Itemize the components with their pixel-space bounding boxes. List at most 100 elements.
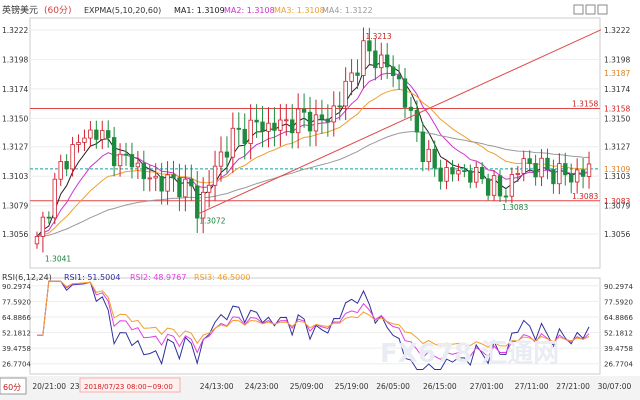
- candle: [135, 150, 141, 179]
- candle-body: [129, 154, 135, 168]
- candle: [195, 170, 200, 233]
- ma2-label: MA2: 1.3108: [224, 6, 275, 15]
- candle-body: [159, 175, 164, 192]
- candle: [301, 93, 307, 128]
- candle-body: [123, 153, 129, 156]
- candle: [290, 104, 295, 149]
- candle-body: [307, 111, 313, 132]
- rsi-tick-right: 77.5920: [604, 298, 633, 306]
- period-tab-label: 60分: [3, 383, 21, 392]
- ma3-label: MA3: 1.3108: [274, 6, 325, 15]
- price-tick-left: 1.3056: [2, 230, 28, 239]
- rsi2-label: RSI2: 48.9767: [130, 273, 186, 282]
- candle: [70, 136, 75, 177]
- rsi-tick-left: 64.8866: [2, 314, 31, 322]
- candle-body: [319, 114, 325, 120]
- highlight-label: 2018/07/23 08:00~09:00: [84, 383, 173, 391]
- candle: [100, 120, 105, 150]
- rsi-line-2: [37, 280, 590, 361]
- candle-body: [444, 167, 449, 182]
- candle: [40, 211, 46, 253]
- candle-body: [177, 177, 182, 198]
- candle-body: [426, 148, 431, 163]
- time-tick: 27/01:00: [470, 382, 504, 391]
- candle-body: [313, 114, 319, 132]
- time-tick: 25/19:00: [335, 382, 369, 391]
- candle-body: [551, 169, 556, 185]
- current-price-label: 1.3109: [604, 165, 630, 174]
- candle: [183, 164, 188, 212]
- ma4-label: MA4: 1.3122: [322, 6, 373, 15]
- candle: [94, 120, 99, 149]
- candle-body: [153, 175, 158, 179]
- candle-body: [266, 122, 271, 132]
- candle-body: [52, 178, 57, 219]
- candle-body: [295, 108, 301, 134]
- candle-body: [34, 236, 40, 245]
- time-tick: 27/21:00: [556, 382, 590, 391]
- candle: [117, 143, 123, 177]
- candle-body: [497, 175, 503, 197]
- candle: [527, 150, 532, 172]
- candle-body: [408, 106, 414, 111]
- candle: [462, 164, 467, 178]
- candle: [141, 150, 147, 192]
- restore-button[interactable]: [573, 4, 584, 15]
- rsi-tick-right: 26.7704: [604, 361, 633, 369]
- candle-body: [46, 216, 52, 219]
- candle: [444, 159, 449, 190]
- candle-body: [76, 142, 81, 145]
- price-tick-right: 1.3127: [604, 143, 630, 152]
- candle: [485, 173, 491, 201]
- candle-body: [586, 163, 592, 177]
- rsi3-label: RSI3: 46.5000: [194, 273, 250, 282]
- candle: [313, 99, 319, 147]
- candle: [159, 162, 164, 205]
- candle: [272, 107, 277, 147]
- level-line-label: 1.3083: [572, 192, 598, 201]
- candle-body: [224, 151, 230, 158]
- candle: [200, 177, 206, 234]
- candle-body: [503, 195, 509, 198]
- rsi-y-axis-left: 90.2974 77.5920 64.8866 52.1812 39.4758 26.77…: [2, 283, 31, 369]
- level-line-label: 1.3158: [572, 100, 598, 109]
- candle: [533, 154, 538, 186]
- candle: [349, 59, 354, 96]
- price-tick-right: 1.3222: [604, 26, 630, 35]
- rsi1-label: RSI1: 51.5004: [64, 273, 120, 282]
- candle-body: [563, 163, 568, 176]
- candle: [177, 163, 182, 212]
- candle: [479, 162, 485, 184]
- candle-body: [337, 105, 342, 108]
- maximize-button[interactable]: [585, 4, 596, 15]
- rsi-tick-right: 39.4758: [604, 345, 633, 353]
- trend-line-group: [197, 29, 602, 215]
- candle-body: [373, 50, 378, 69]
- rsi-tick-left: 77.5920: [2, 298, 31, 306]
- candle: [206, 170, 212, 208]
- rsi-tick-left: 39.4758: [2, 345, 31, 353]
- rsi-label: RSI(6,12,24): [2, 273, 52, 282]
- candle: [497, 169, 503, 203]
- candle-body: [557, 163, 562, 185]
- window-controls: [573, 4, 608, 15]
- price-tick-left: 1.3174: [2, 85, 28, 94]
- price-tick-right: 1.3103: [604, 172, 630, 181]
- candle-body: [58, 161, 63, 180]
- ema20-line: [36, 88, 590, 237]
- candle-body: [361, 40, 366, 76]
- rsi-tick-left: 26.7704: [2, 361, 31, 369]
- candle: [337, 91, 342, 121]
- candle-body: [396, 75, 402, 80]
- candle: [248, 104, 253, 160]
- candle-body: [485, 178, 491, 196]
- candle-body: [515, 173, 520, 175]
- price-tick-right: 1.3174: [604, 85, 630, 94]
- time-tick: 30/07:00: [598, 382, 632, 391]
- candle-body: [545, 157, 550, 170]
- candle: [361, 27, 366, 89]
- candle: [539, 149, 544, 187]
- time-tick: 20/21:00: [32, 382, 66, 391]
- period-tab[interactable]: [0, 377, 27, 395]
- close-button[interactable]: [597, 4, 608, 15]
